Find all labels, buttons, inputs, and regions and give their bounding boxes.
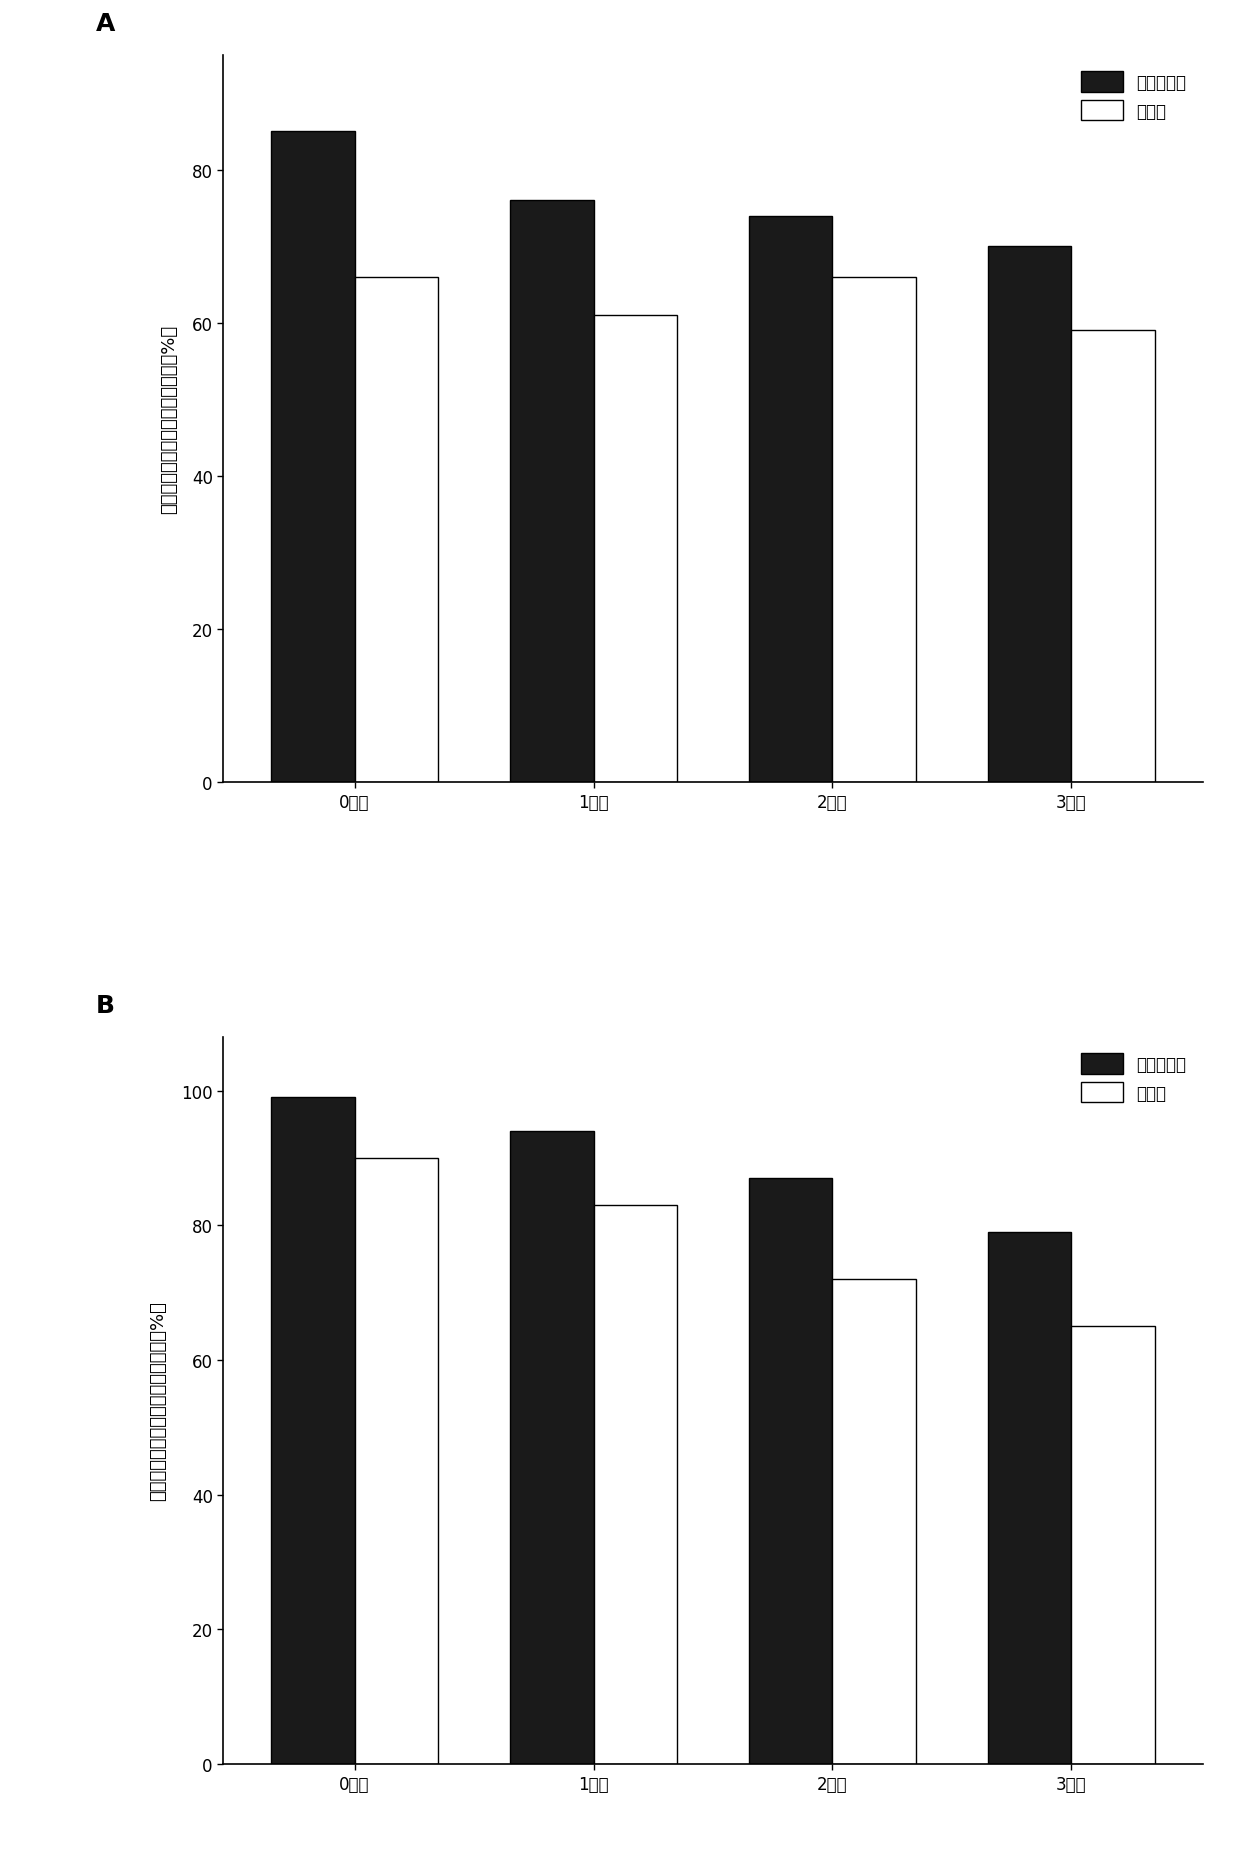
Bar xyxy=(510,201,594,782)
Bar xyxy=(510,1131,594,1764)
Bar xyxy=(355,279,438,782)
Bar xyxy=(272,132,355,782)
Bar xyxy=(272,1097,355,1764)
Bar xyxy=(594,316,677,782)
Bar xyxy=(749,1179,832,1764)
Bar xyxy=(1071,1326,1154,1764)
Legend: 本发明制剂, 普通片: 本发明制剂, 普通片 xyxy=(1073,1045,1194,1110)
Legend: 本发明制剂, 普通片: 本发明制剂, 普通片 xyxy=(1073,63,1194,130)
Y-axis label: 复方孕三烯酮片中炀雌醇溡出度（%）: 复方孕三烯酮片中炀雌醇溡出度（%） xyxy=(160,325,177,514)
Bar xyxy=(832,279,916,782)
Text: B: B xyxy=(95,993,115,1018)
Bar xyxy=(832,1279,916,1764)
Bar xyxy=(988,1233,1071,1764)
Y-axis label: 复方孕二烯酮片中孕二烯酮溡出度（%）: 复方孕二烯酮片中孕二烯酮溡出度（%） xyxy=(149,1300,167,1500)
Bar xyxy=(1071,331,1154,782)
Bar xyxy=(749,217,832,782)
Bar xyxy=(355,1159,438,1764)
Bar xyxy=(988,247,1071,782)
Bar xyxy=(594,1205,677,1764)
Text: A: A xyxy=(95,13,115,35)
